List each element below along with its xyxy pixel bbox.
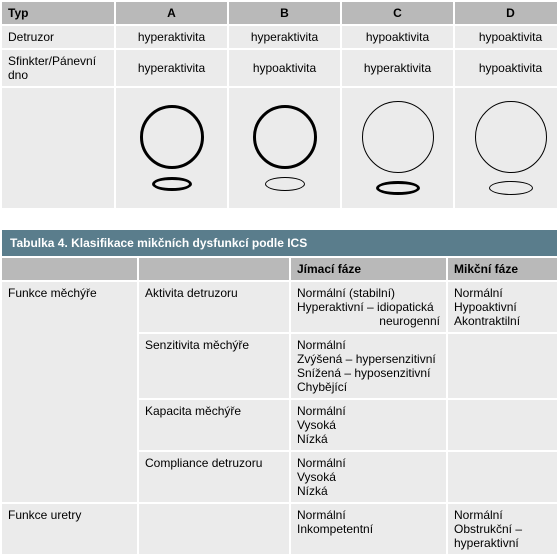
type-col-c: C [342, 2, 453, 24]
ics-row-label: Compliance detruzoru [139, 452, 289, 502]
ics-row: Funkce uretryNormálníInkompetentníNormál… [2, 504, 557, 554]
ics-mikcni-cell: NormálníObstrukční – hyperaktivní [448, 504, 557, 554]
ics-row-label [139, 504, 289, 554]
figure-d [455, 88, 557, 208]
ellipse-icon [489, 181, 533, 195]
ics-value: Vysoká [297, 470, 440, 484]
detrusor-label: Detruzor [2, 26, 114, 48]
type-header-label: Typ [2, 2, 114, 24]
ics-blank-2 [139, 258, 289, 280]
ics-value: Vysoká [297, 418, 440, 432]
sphincter-label: Sfinkter/Pánevní dno [2, 50, 114, 86]
circle-icon [253, 105, 317, 169]
ics-jimaci-cell: Normální (stabilní)Hyperaktivní – idiopa… [291, 282, 446, 332]
ics-row-label: Aktivita detruzoru [139, 282, 289, 332]
ics-table: Tabulka 4. Klasifikace mikčních dysfunkc… [0, 228, 557, 556]
sphincter-a: hyperaktivita [116, 50, 227, 86]
type-col-d: D [455, 2, 557, 24]
ics-jimaci-cell: NormálníZvýšená – hypersenzitivníSnížená… [291, 334, 446, 398]
ics-row: Funkce měchýřeAktivita detruzoruNormální… [2, 282, 557, 332]
ics-value: Normální [297, 456, 440, 470]
ics-value: Normální [297, 508, 440, 522]
circle-icon [475, 101, 547, 173]
ics-value: Hypoaktivní [454, 300, 557, 314]
ics-title: Tabulka 4. Klasifikace mikčních dysfunkc… [2, 230, 557, 256]
circle-icon [362, 101, 434, 173]
detrusor-a: hyperaktivita [116, 26, 227, 48]
ics-value: Normální [454, 508, 557, 522]
figure-label-cell [2, 88, 114, 208]
ellipse-icon [152, 177, 192, 191]
ics-mikcni-cell: NormálníHypoaktivníAkontraktilní [448, 282, 557, 332]
ics-phase-jimaci: Jímací fáze [291, 258, 446, 280]
ics-value: Akontraktilní [454, 314, 557, 328]
ics-group-label: Funkce měchýře [2, 282, 137, 502]
ics-value: Normální [297, 404, 440, 418]
ics-blank-1 [2, 258, 137, 280]
ics-jimaci-cell: NormálníVysokáNízká [291, 400, 446, 450]
ics-mikcni-cell [448, 334, 557, 398]
ellipse-icon [376, 181, 420, 195]
ics-value: Zvýšená – hypersenzitivní [297, 352, 440, 366]
ellipse-icon [265, 177, 305, 191]
ics-phase-header-row: Jímací fáze Mikční fáze [2, 258, 557, 280]
type-col-a: A [116, 2, 227, 24]
ics-row-label: Kapacita měchýře [139, 400, 289, 450]
ics-value: Nízká [297, 484, 440, 498]
detrusor-c: hypoaktivita [342, 26, 453, 48]
ics-phase-mikcni: Mikční fáze [448, 258, 557, 280]
type-col-b: B [229, 2, 340, 24]
sphincter-b: hypoaktivita [229, 50, 340, 86]
detrusor-row: Detruzor hyperaktivita hyperaktivita hyp… [2, 26, 557, 48]
ics-value: Snížená – hyposenzitivní [297, 366, 440, 380]
figure-row [2, 88, 557, 208]
figure-c [342, 88, 453, 208]
ics-jimaci-cell: NormálníInkompetentní [291, 504, 446, 554]
ics-value: Normální [297, 338, 440, 352]
ics-value: neurogenní [297, 314, 440, 328]
detrusor-d: hypoaktivita [455, 26, 557, 48]
ics-mikcni-cell [448, 452, 557, 502]
ics-value: Inkompetentní [297, 522, 440, 536]
figure-b [229, 88, 340, 208]
circle-icon [140, 105, 204, 169]
ics-value: Chybějící [297, 380, 440, 394]
sphincter-c: hyperaktivita [342, 50, 453, 86]
type-table: Typ A B C D Detruzor hyperaktivita hyper… [0, 0, 557, 210]
ics-value: Hyperaktivní – idiopatická [297, 300, 440, 314]
ics-mikcni-cell [448, 400, 557, 450]
ics-value: Obstrukční – hyperaktivní [454, 522, 557, 550]
ics-title-row: Tabulka 4. Klasifikace mikčních dysfunkc… [2, 230, 557, 256]
type-header-row: Typ A B C D [2, 2, 557, 24]
sphincter-row: Sfinkter/Pánevní dno hyperaktivita hypoa… [2, 50, 557, 86]
ics-value: Normální [454, 286, 557, 300]
ics-jimaci-cell: NormálníVysokáNízká [291, 452, 446, 502]
figure-a [116, 88, 227, 208]
ics-value: Nízká [297, 432, 440, 446]
ics-group-label: Funkce uretry [2, 504, 137, 554]
ics-row-label: Senzitivita měchýře [139, 334, 289, 398]
detrusor-b: hyperaktivita [229, 26, 340, 48]
sphincter-d: hypoaktivita [455, 50, 557, 86]
ics-value: Normální (stabilní) [297, 286, 440, 300]
